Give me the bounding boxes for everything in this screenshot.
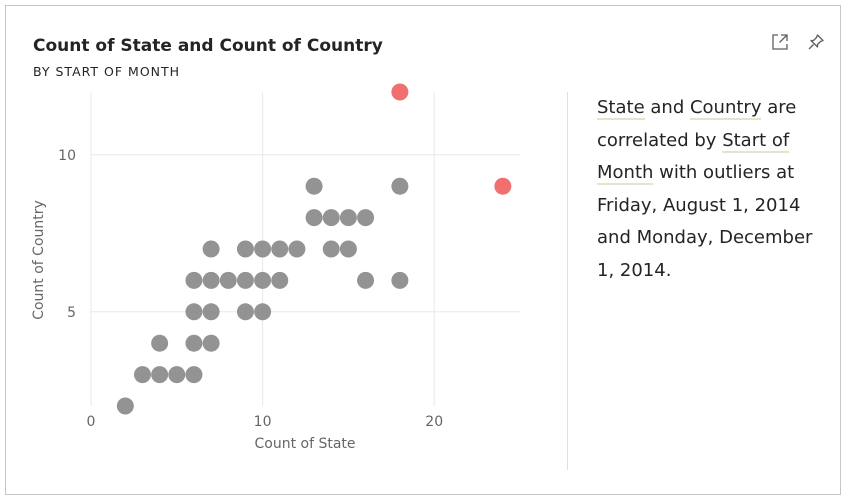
data-point-28[interactable] [339, 209, 357, 227]
narrative-term-country[interactable]: Country [689, 97, 762, 120]
data-point-27[interactable] [339, 240, 357, 258]
data-point-0[interactable] [116, 397, 134, 415]
data-point-16[interactable] [236, 240, 254, 258]
data-point-10[interactable] [202, 303, 220, 321]
data-point-29[interactable] [357, 271, 375, 289]
x-tick-label-2: 20 [425, 414, 443, 430]
data-point-7[interactable] [185, 303, 203, 321]
focus-mode-icon[interactable] [770, 32, 790, 52]
smart-narrative: State and Country are correlated by Star… [597, 92, 829, 288]
focus-mode-icon-glyph [772, 34, 788, 50]
data-point-17[interactable] [254, 303, 272, 321]
data-point-15[interactable] [236, 271, 254, 289]
data-point-4[interactable] [168, 366, 186, 384]
outlier-point-1[interactable] [494, 177, 512, 195]
tick-labels: 0 10 20 5 10 [58, 148, 443, 430]
narrative-term-start-of-month[interactable]: Start of Month [597, 129, 790, 186]
data-point-18[interactable] [254, 271, 272, 289]
pin-icon[interactable] [806, 32, 826, 52]
data-point-6[interactable] [185, 334, 203, 352]
data-point-2[interactable] [151, 366, 169, 384]
narrative-text: and [644, 97, 690, 118]
data-point-9[interactable] [202, 334, 220, 352]
chart-subtitle: BY START OF MONTH [33, 64, 181, 79]
y-tick-label-1: 10 [58, 148, 76, 164]
data-point-8[interactable] [185, 271, 203, 289]
data-point-30[interactable] [357, 209, 375, 227]
data-point-21[interactable] [271, 240, 289, 258]
narrative-text: are correlated by [597, 97, 797, 151]
data-point-24[interactable] [305, 177, 323, 195]
y-tick-label-0: 5 [67, 305, 76, 321]
data-point-12[interactable] [202, 240, 220, 258]
data-point-20[interactable] [271, 271, 289, 289]
narrative-term-state[interactable]: State [597, 97, 645, 120]
data-points [116, 83, 512, 415]
data-point-5[interactable] [185, 366, 203, 384]
chart-title: Count of State and Count of Country [33, 36, 383, 56]
scatter-chart: 0 10 20 5 10 Count of State Count of Country [31, 83, 520, 452]
grid-lines [90, 92, 520, 406]
data-point-14[interactable] [236, 303, 254, 321]
data-point-22[interactable] [288, 240, 306, 258]
x-tick-label-1: 10 [254, 414, 272, 430]
visual-card: Count of State and Count of Country BY S… [5, 5, 841, 495]
narrative-text: with outliers at Friday, August 1, 2014 … [597, 162, 813, 281]
data-point-11[interactable] [202, 271, 220, 289]
data-point-23[interactable] [305, 209, 323, 227]
data-point-3[interactable] [151, 334, 169, 352]
data-point-31[interactable] [391, 271, 409, 289]
y-axis-label: Count of Country [31, 200, 47, 320]
pin-icon-glyph [808, 34, 824, 50]
data-point-25[interactable] [322, 240, 340, 258]
x-tick-label-0: 0 [87, 414, 96, 430]
x-axis-label: Count of State [254, 436, 355, 452]
data-point-19[interactable] [254, 240, 272, 258]
outlier-point-0[interactable] [391, 83, 409, 101]
data-point-13[interactable] [219, 271, 237, 289]
data-point-1[interactable] [133, 366, 151, 384]
data-point-32[interactable] [391, 177, 409, 195]
divider [567, 92, 568, 470]
data-point-26[interactable] [322, 209, 340, 227]
